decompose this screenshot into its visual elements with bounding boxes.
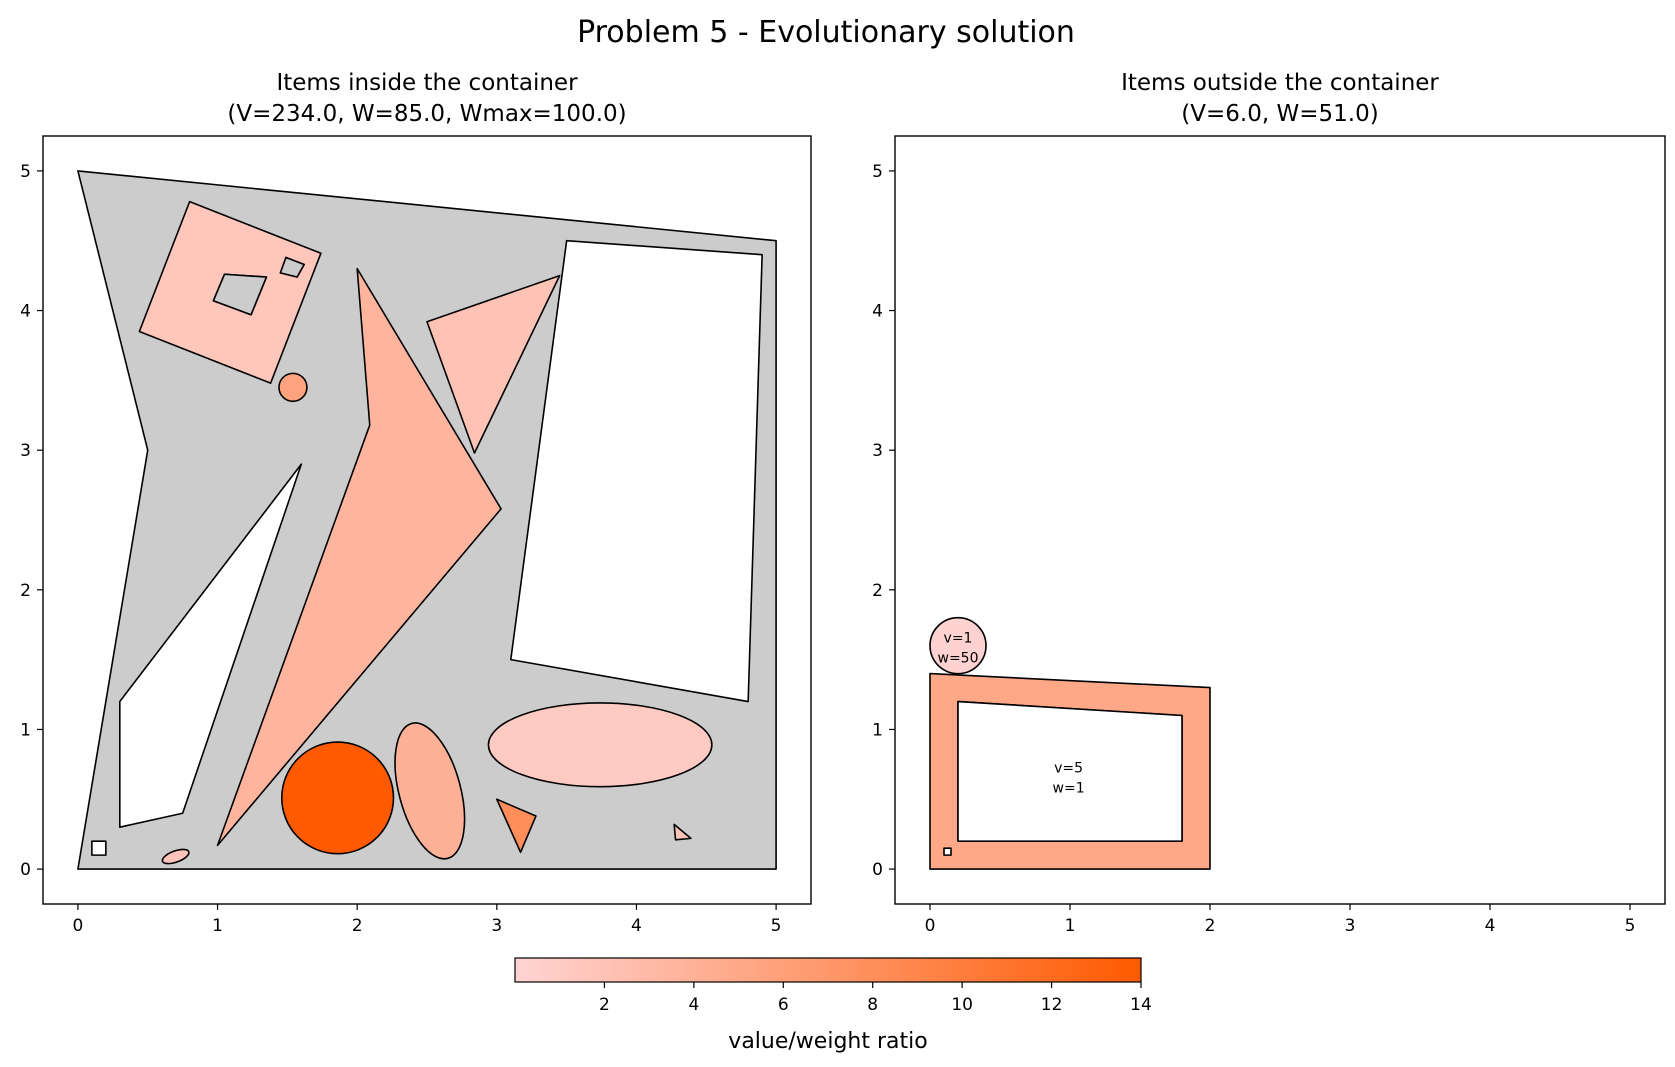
panel-inside-ticks: 0 1 2 3 4 5 0 1 2 3 4 5 bbox=[20, 162, 781, 936]
inside-item-6-ellipse bbox=[394, 722, 466, 860]
panel-outside-title-line1: Items outside the container bbox=[1121, 70, 1439, 96]
panel-outside-plot: v=5 w=1 v=1 w=50 bbox=[929, 616, 1211, 870]
inside-ytick-label: 3 bbox=[20, 441, 31, 461]
panel-inside-frame bbox=[42, 135, 812, 905]
outside-ytick-label: 1 bbox=[872, 720, 883, 740]
outside-ytick-label: 5 bbox=[872, 162, 883, 182]
outside-xtick-label: 3 bbox=[1345, 916, 1356, 936]
panel-outside-frame bbox=[894, 135, 1666, 905]
inside-item-3-polygon bbox=[216, 267, 502, 847]
outside-item-1-label-weight: w=1 bbox=[1053, 781, 1085, 797]
panel-inside-plot bbox=[77, 170, 777, 870]
colorbar-ticks: 2 4 6 8 10 12 14 bbox=[599, 982, 1152, 1015]
outside-item-2-label-value: v=1 bbox=[944, 631, 973, 647]
inside-xtick-label: 4 bbox=[631, 916, 642, 936]
inside-ytick-label: 0 bbox=[20, 860, 31, 880]
colorbar-tick-label: 10 bbox=[951, 995, 973, 1015]
inside-item-4-polygon bbox=[426, 274, 561, 454]
inside-item-1-hole-2 bbox=[279, 256, 305, 278]
inside-ytick-label: 5 bbox=[20, 162, 31, 182]
panel-outside: Items outside the container (V=6.0, W=51… bbox=[872, 70, 1666, 936]
outside-xtick-label: 4 bbox=[1485, 916, 1496, 936]
outside-xtick-label: 5 bbox=[1625, 916, 1636, 936]
panel-outside-title-line2: (V=6.0, W=51.0) bbox=[1181, 101, 1378, 127]
outside-ytick-label: 4 bbox=[872, 302, 883, 322]
outside-xtick-label: 0 bbox=[925, 916, 936, 936]
colorbar-tick-label: 2 bbox=[599, 995, 610, 1015]
inside-xtick-label: 5 bbox=[771, 916, 782, 936]
inside-ytick-label: 2 bbox=[20, 581, 31, 601]
outside-ytick-label: 2 bbox=[872, 581, 883, 601]
outside-item-1-hole-1 bbox=[957, 700, 1183, 842]
colorbar-tick-label: 8 bbox=[867, 995, 878, 1015]
panel-outside-ticks: 0 1 2 3 4 5 0 1 2 3 4 5 bbox=[872, 162, 1635, 936]
inside-item-7-ellipse bbox=[487, 702, 713, 788]
colorbar-tick-label: 6 bbox=[778, 995, 789, 1015]
inside-item-1-hole-1 bbox=[212, 273, 268, 316]
panel-inside: Items inside the container (V=234.0, W=8… bbox=[20, 70, 812, 936]
colorbar-tick-label: 14 bbox=[1130, 995, 1152, 1015]
outside-item-2-label-weight: w=50 bbox=[938, 651, 979, 667]
inside-xtick-label: 2 bbox=[352, 916, 363, 936]
inside-item-2-circle bbox=[278, 372, 308, 403]
inside-item-8-polygon bbox=[496, 798, 537, 854]
colorbar-gradient bbox=[514, 957, 1142, 983]
outside-item-3-polygon bbox=[943, 847, 952, 856]
inside-xtick-label: 0 bbox=[72, 916, 83, 936]
outside-xtick-label: 1 bbox=[1065, 916, 1076, 936]
inside-xtick-label: 1 bbox=[212, 916, 223, 936]
inside-item-11-polygon bbox=[91, 840, 107, 856]
inside-item-10-ellipse bbox=[161, 848, 190, 865]
colorbar: 2 4 6 8 10 12 14 value/weight ratio bbox=[514, 957, 1152, 1054]
inside-ytick-label: 4 bbox=[20, 302, 31, 322]
outside-item-1-label-value: v=5 bbox=[1054, 761, 1083, 777]
colorbar-tick-label: 12 bbox=[1041, 995, 1063, 1015]
outside-ytick-label: 0 bbox=[872, 860, 883, 880]
outside-item-2-circle bbox=[929, 616, 987, 675]
outside-ytick-label: 3 bbox=[872, 441, 883, 461]
panel-inside-title-line1: Items inside the container bbox=[276, 70, 578, 96]
inside-ytick-label: 1 bbox=[20, 720, 31, 740]
inside-xtick-label: 3 bbox=[491, 916, 502, 936]
panel-inside-title-line2: (V=234.0, W=85.0, Wmax=100.0) bbox=[227, 101, 626, 127]
colorbar-label: value/weight ratio bbox=[728, 1029, 927, 1054]
inside-item-9-polygon bbox=[673, 823, 692, 841]
inside-item-5-circle bbox=[280, 741, 395, 855]
figure-title: Problem 5 - Evolutionary solution bbox=[577, 15, 1075, 50]
outside-xtick-label: 2 bbox=[1205, 916, 1216, 936]
colorbar-tick-label: 4 bbox=[688, 995, 699, 1015]
